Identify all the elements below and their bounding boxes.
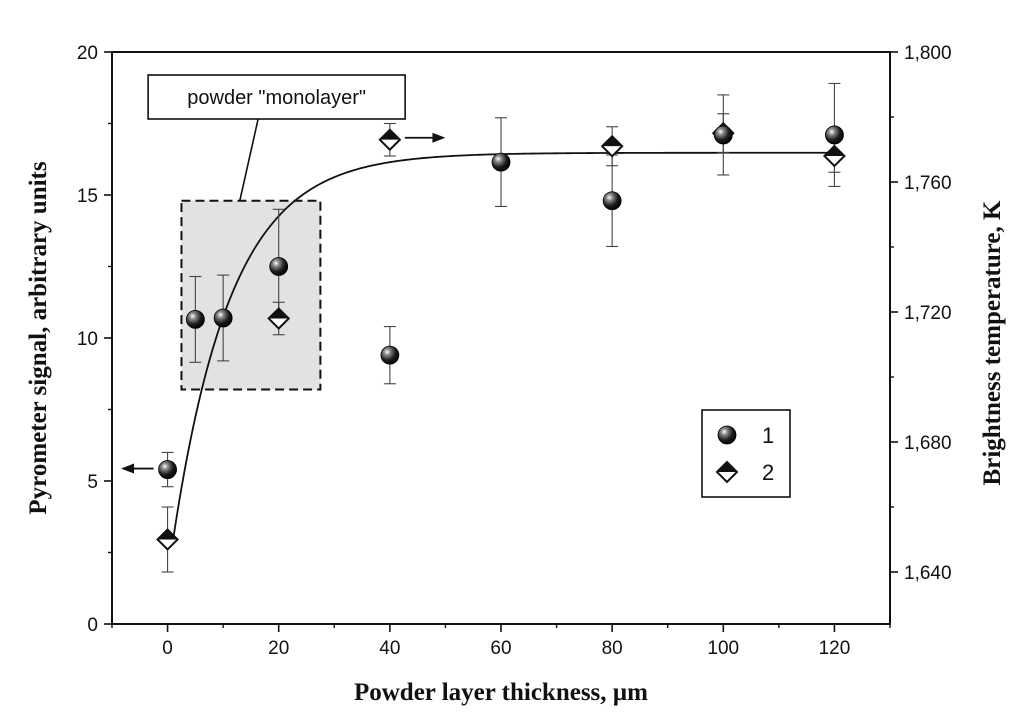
callout-box <box>147 74 406 120</box>
diamond-bottom-half <box>157 539 178 550</box>
diamond-outline <box>823 144 846 168</box>
diamond-bottom-half <box>379 139 400 150</box>
diamond-top-half <box>268 308 289 319</box>
y-axis-right-title: Brightness temperature, K <box>979 200 1006 485</box>
diamond-top-half <box>602 136 623 147</box>
diamond-bottom-half <box>268 318 289 329</box>
marker-series-1 <box>380 345 400 365</box>
y-axis-left-title: Pyrometer signal, arbitrary units <box>25 161 52 514</box>
diamond-outline <box>267 307 291 330</box>
marker-series-2 <box>156 528 179 551</box>
diamond-bottom-half <box>717 472 737 482</box>
diamond-top-half <box>379 129 400 140</box>
monolayer-label: powder "monolayer" <box>187 87 366 109</box>
diamond-outline <box>156 528 179 551</box>
legend-diamond-icon <box>715 460 739 484</box>
x-tick-label: 60 <box>490 638 511 659</box>
x-tick-label: 100 <box>707 638 739 659</box>
diamond-top-half <box>824 146 845 156</box>
arrow-head <box>432 132 446 143</box>
y-left-tick-label: 20 <box>77 43 98 64</box>
marker-series-2 <box>378 128 402 152</box>
legend-label-series-1: 1 <box>762 423 774 448</box>
marker-series-2 <box>267 307 291 330</box>
x-tick-label: 120 <box>819 638 851 659</box>
legend: 1 2 <box>701 409 791 498</box>
marker-series-1 <box>491 152 511 172</box>
diamond-outline <box>715 460 739 484</box>
y-left-tick-label: 5 <box>87 472 98 493</box>
y-right-tick-label: 1,760 <box>904 173 952 194</box>
y-left-tick-label: 15 <box>77 186 98 207</box>
y-right-tick-label: 1,640 <box>904 563 952 584</box>
diamond-outline <box>600 134 624 158</box>
diamond-top-half <box>717 462 737 472</box>
x-tick-label: 0 <box>162 638 173 659</box>
diamond-top-half <box>157 529 178 540</box>
legend-box <box>701 409 791 498</box>
marker-series-1 <box>185 310 205 329</box>
marker-series-1 <box>213 308 233 328</box>
y-right-tick-label: 1,680 <box>904 433 952 454</box>
marker-series-1 <box>713 125 733 145</box>
arrow-to-right-axis <box>404 132 446 143</box>
legend-marker-series-1 <box>717 425 737 445</box>
arrow-head <box>121 463 134 474</box>
legend-marker-series-2 <box>715 460 739 484</box>
monolayer-region <box>180 199 322 391</box>
marker-series-1 <box>825 125 844 145</box>
marker-series-1 <box>158 460 177 479</box>
marker-series-1 <box>602 191 622 211</box>
diamond-outline <box>378 128 402 152</box>
diamond-bottom-half <box>602 146 623 157</box>
arrow-to-left-axis <box>121 463 154 474</box>
callout-leader-line <box>239 118 259 201</box>
x-tick-label: 80 <box>602 638 623 659</box>
y-right-tick-label: 1,800 <box>904 43 952 64</box>
x-tick-label: 40 <box>379 638 400 659</box>
x-axis-title: Powder layer thickness, µm <box>354 679 648 706</box>
legend-sphere-icon <box>717 425 737 445</box>
x-tick-label: 20 <box>268 638 289 659</box>
y-left-tick-label: 0 <box>87 615 98 636</box>
legend-label-series-2: 2 <box>762 460 774 485</box>
diamond-bottom-half <box>824 156 845 166</box>
marker-series-1 <box>269 257 289 276</box>
marker-series-2 <box>823 144 846 168</box>
y-left-tick-label: 10 <box>77 329 98 350</box>
ticks-layer: 0 20 40 60 80 100 120 0 5 10 15 20 1,640 1,680 1,720 1,… <box>77 43 952 659</box>
y-right-tick-label: 1,720 <box>904 303 952 324</box>
marker-series-2 <box>600 134 624 158</box>
axis-arrows-layer <box>121 132 446 474</box>
markers-layer <box>156 121 846 551</box>
